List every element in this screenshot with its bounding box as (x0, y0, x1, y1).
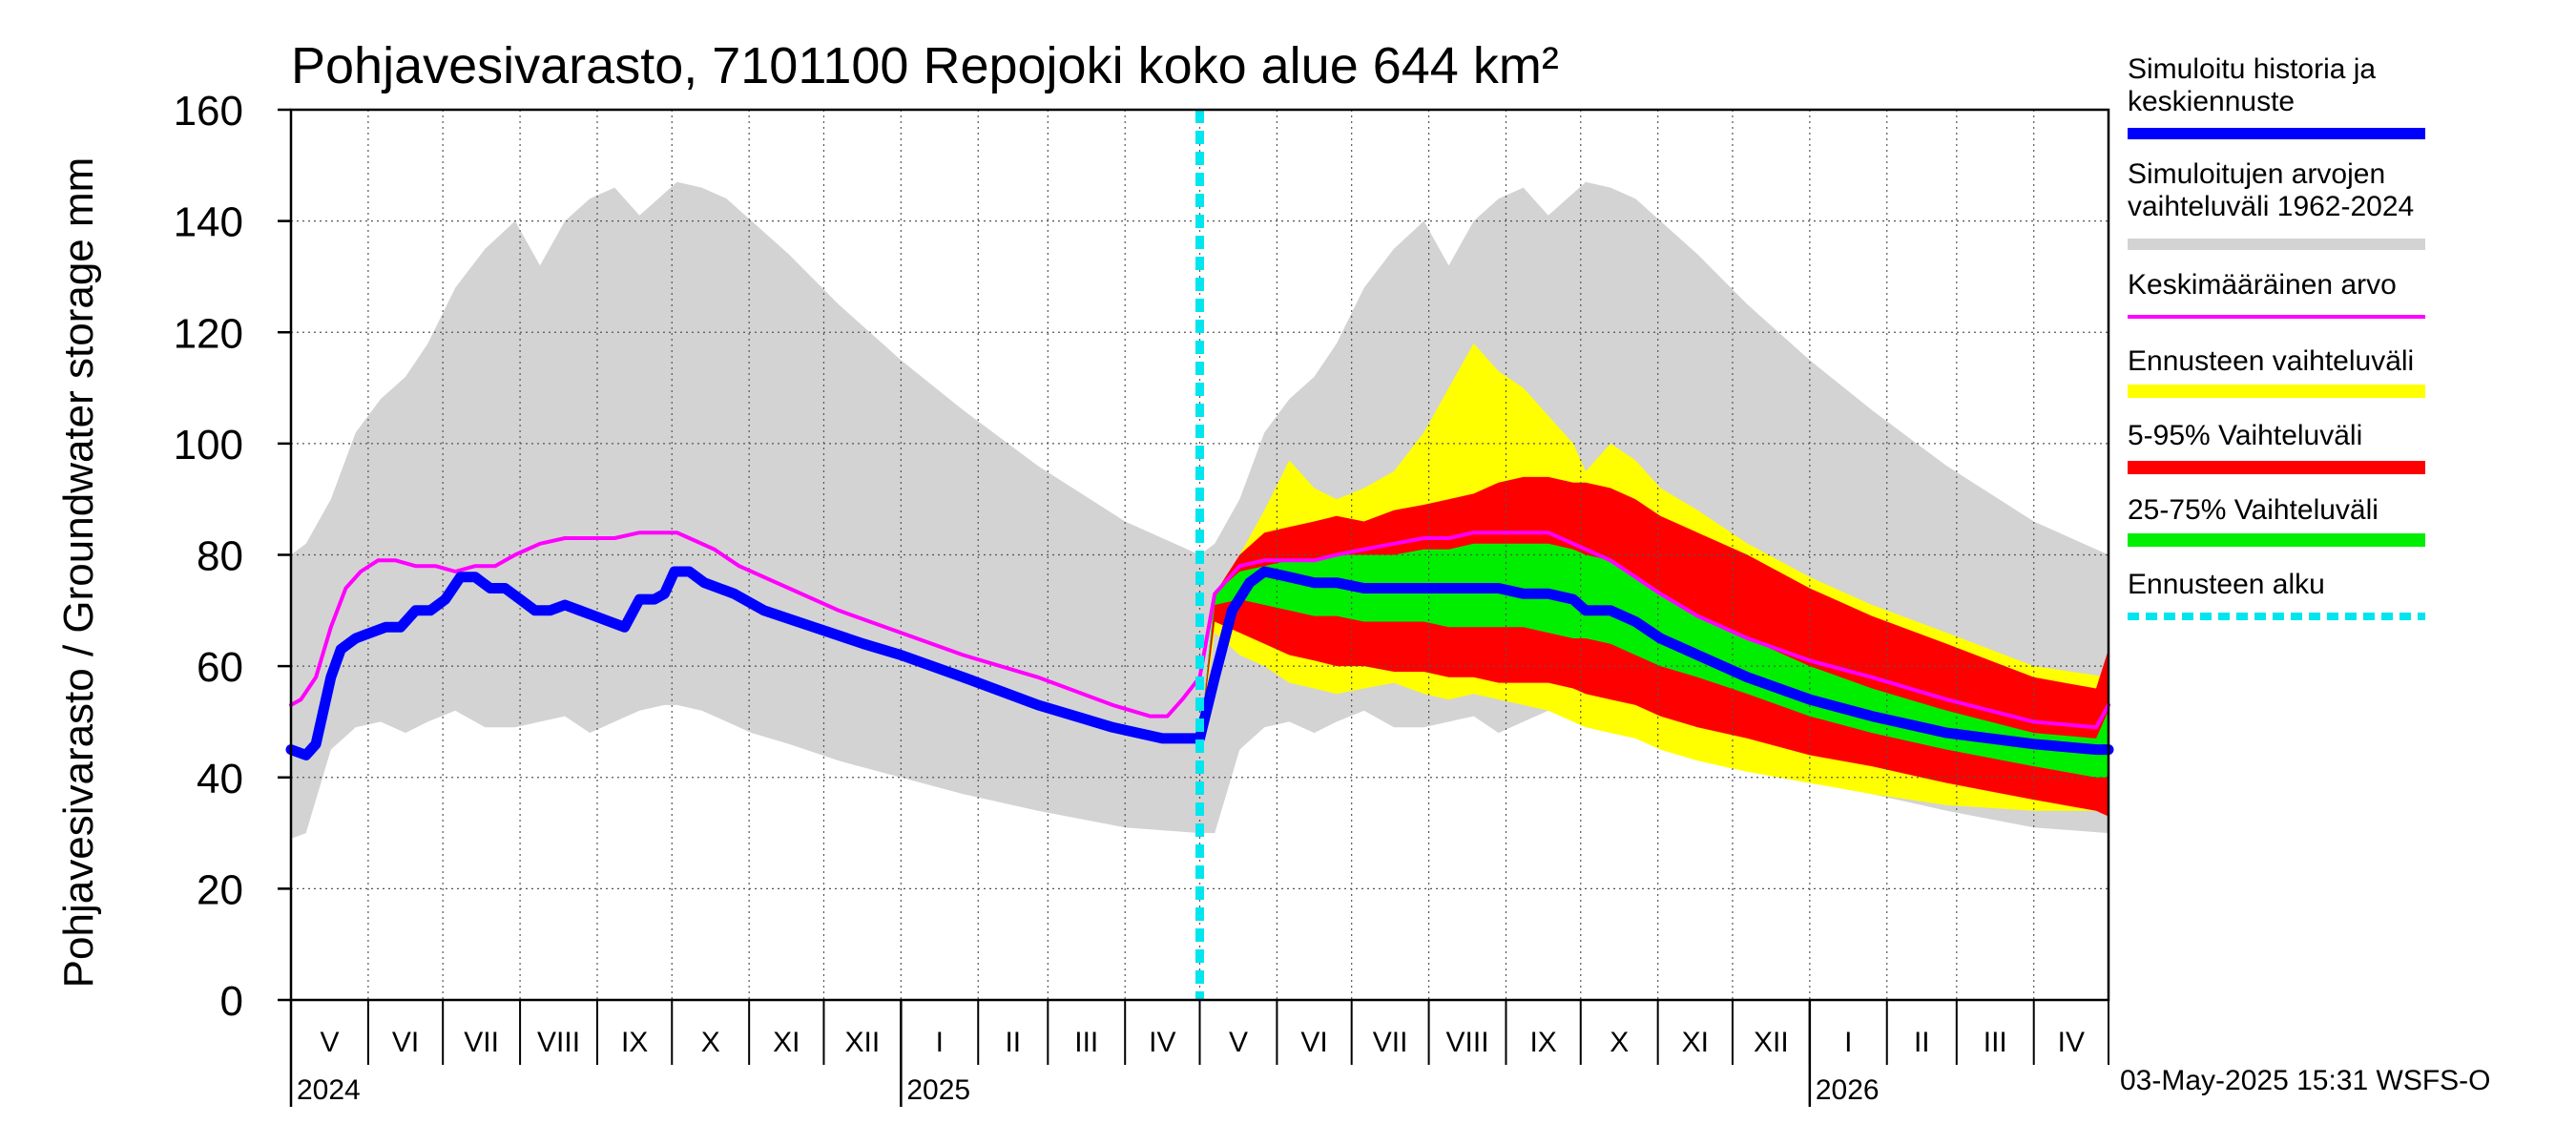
month-label-19: XII (1754, 1027, 1789, 1058)
legend-label-keskim-r-inen-arvo: Keskimääräinen arvo (2128, 269, 2397, 301)
y-tick-label-0: 0 (220, 978, 243, 1025)
y-tick-label-120: 120 (174, 310, 243, 357)
year-label-2025: 2025 (906, 1074, 970, 1106)
legend-label-simuloitujen-arvojen-vaihteluv-li-1962-2024: Simuloitujen arvojen vaihteluväli 1962-20… (2128, 158, 2414, 222)
y-tick-label-80: 80 (197, 533, 243, 580)
month-label-9: II (1005, 1027, 1021, 1058)
y-tick-label-160: 160 (174, 88, 243, 135)
month-label-8: I (936, 1027, 944, 1058)
y-tick-label-20: 20 (197, 866, 243, 913)
month-label-0: V (320, 1027, 339, 1058)
y-tick-label-60: 60 (197, 644, 243, 691)
legend-label-5-95-vaihteluv-li: 5-95% Vaihteluväli (2128, 420, 2362, 451)
y-tick-label-100: 100 (174, 422, 243, 468)
line-layer (285, 110, 2114, 1000)
y-axis-label: Pohjavesivarasto / Groundwater storage m… (55, 157, 102, 989)
legend-label-25-75-vaihteluv-li: 25-75% Vaihteluväli (2128, 494, 2379, 526)
year-label-2026: 2026 (1816, 1074, 1880, 1106)
year-label-2024: 2024 (297, 1074, 361, 1106)
y-tick-label-40: 40 (197, 756, 243, 802)
month-label-15: VIII (1446, 1027, 1489, 1058)
legend-label-simuloitu-historia-ja-keskiennuste: Simuloitu historia ja keskiennuste (2128, 53, 2376, 117)
chart-title: Pohjavesivarasto, 7101100 Repojoki koko … (291, 37, 1559, 94)
y-axis: 0 20 40 60 80 100 120 140 160 (174, 88, 291, 1025)
month-label-14: VII (1373, 1027, 1408, 1058)
month-label-16: IX (1529, 1027, 1556, 1058)
month-label-4: IX (621, 1027, 648, 1058)
month-label-2: VII (464, 1027, 499, 1058)
month-label-23: IV (2058, 1027, 2085, 1058)
month-label-11: IV (1149, 1027, 1175, 1058)
month-label-21: II (1914, 1027, 1930, 1058)
legend: Simuloitu historia ja keskiennuste Simuloi… (2128, 53, 2425, 620)
y-tick-label-140: 140 (174, 199, 243, 246)
legend-label-ennusteen-vaihteluv-li: Ennusteen vaihteluväli (2128, 345, 2414, 377)
line-simuloitu-historia-ja-keskiennuste (285, 566, 2114, 760)
legend-label-ennusteen-alku: Ennusteen alku (2128, 569, 2325, 600)
month-label-7: XII (845, 1027, 881, 1058)
month-label-5: X (701, 1027, 720, 1058)
month-label-22: III (1984, 1027, 2007, 1058)
month-label-18: XI (1682, 1027, 1709, 1058)
month-label-1: VI (392, 1027, 419, 1058)
month-label-3: VIII (537, 1027, 580, 1058)
month-label-6: XI (773, 1027, 800, 1058)
month-label-13: VI (1300, 1027, 1327, 1058)
timestamp-footer: 03-May-2025 15:31 WSFS-O (2120, 1065, 2491, 1096)
month-label-17: X (1610, 1027, 1629, 1058)
line-keskim-r-inen-arvo (289, 531, 2110, 730)
month-label-20: I (1844, 1027, 1852, 1058)
x-axis: V VI VII VIII IX X XI XII I II III IV V VI VII VIII IX X X… (289, 1000, 2109, 1107)
month-label-12: V (1229, 1027, 1248, 1058)
month-label-10: III (1074, 1027, 1098, 1058)
